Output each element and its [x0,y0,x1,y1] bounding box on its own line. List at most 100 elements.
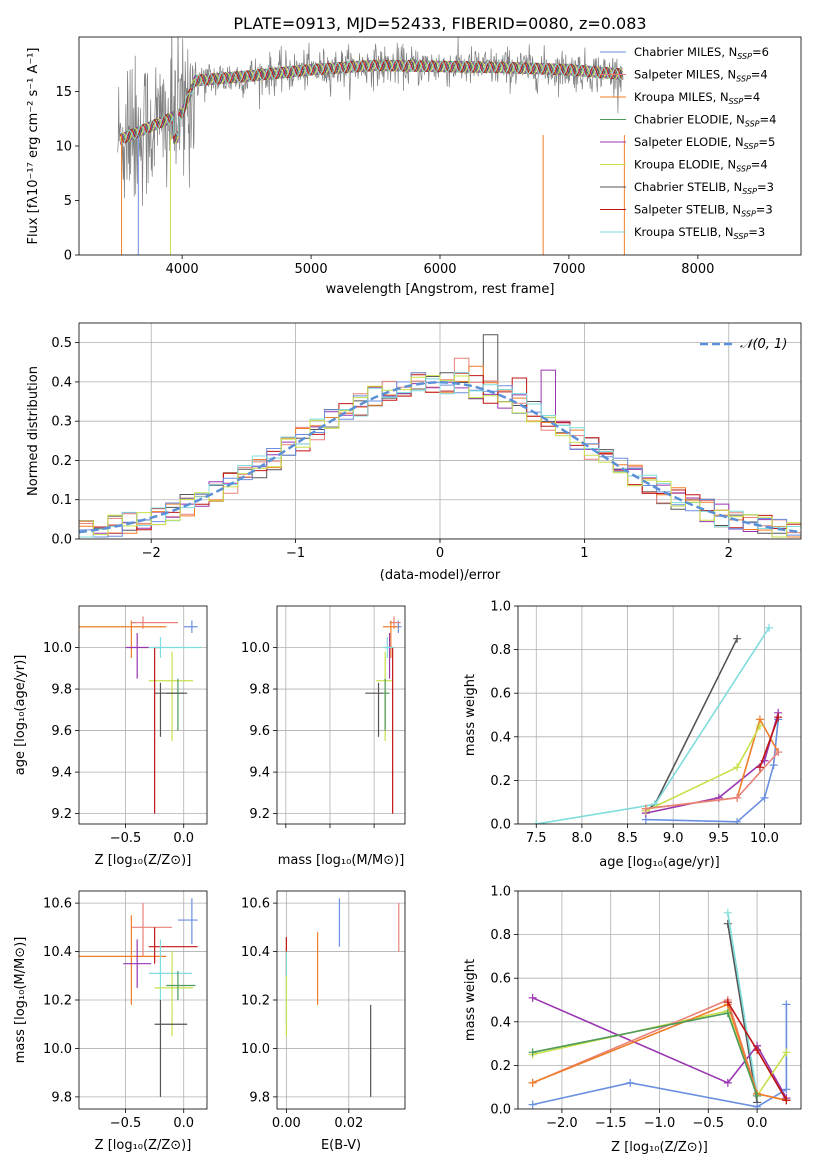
age_vs_z-frame [78,605,208,825]
spectrum-y-tick-label: 15 [55,85,72,100]
mass_weight_vs_z-y-label: mass weight [463,959,478,1041]
mass_vs_z-y-tick-label: 9.8 [51,1090,72,1105]
mass_vs_z-x-tick-label: −0.5 [110,1116,142,1131]
spectrum-x-tick-label: 6000 [423,262,456,277]
weight-marker-salpeter_miles [733,793,742,802]
model-spectrum-kroupa_stelib [119,59,623,145]
residuals-y-tick-label: 0.3 [51,415,72,430]
age_vs_z-x-tick-label: 0.0 [173,831,194,846]
spectrum-y-label: Flux [fλ10⁻¹⁷ erg cm⁻² s⁻¹ A⁻¹] [26,48,41,245]
weight-line-chabrier_stelib [727,923,758,1103]
residuals-x-tick-label: −2 [142,546,161,561]
mass_vs_ebv-y-tick-label: 10.2 [241,994,270,1009]
mass_weight_vs_z-x-tick-label: −1.5 [595,1116,627,1131]
histogram-kroupa_stelib [79,371,801,538]
legend-normal-label: 𝒩(0, 1) [740,337,787,352]
mass_vs_z-plot-area [79,891,207,1109]
mass_vs_ebv-x-label: E(B-V) [321,1138,361,1153]
weight-marker-chabrier_miles [733,817,742,824]
age_vs_mass-y-tick-label: 9.2 [249,807,270,822]
mass_vs_ebv-panel: 0.00 0.02 9.8 10.0 10.2 10.4 10.6 E(B-V) [241,890,406,1153]
spectrum-panel: 4000 5000 6000 7000 8000 0 5 10 15 wavelength [An… [26,36,802,297]
weight-marker-chabrier_miles [769,761,778,770]
residuals-x-tick-label: 2 [725,546,733,561]
mass_vs_z-x-tick-label: 0.0 [173,1116,194,1131]
age_vs_mass-y-tick-label: 10.0 [241,641,270,656]
spectrum-x-tick-label: 7000 [552,262,585,277]
spectrum-x-tick-label: 4000 [166,262,199,277]
residuals-x-tick-label: 1 [580,546,588,561]
mass_weight_vs_age-x-tick-label: 7.5 [526,831,547,846]
normal-curve [79,381,801,534]
weight-marker-salpeter_stelib [774,713,783,722]
mass_weight_vs_age-frame [517,605,802,825]
weight-marker-chabrier_elodie [528,1048,537,1057]
mass_weight_vs_age-x-tick-label: 9.5 [708,831,729,846]
mass_weight_vs_z-x-tick-label: 0.0 [747,1116,768,1131]
age_vs_z-x-tick-label: −0.5 [110,831,142,846]
residuals-x-tick-label: −1 [286,546,305,561]
mass_vs_z-y-tick-label: 10.0 [43,1042,72,1057]
weight-marker-kroupa_elodie [755,721,764,730]
mass_vs_ebv-frame [276,890,406,1110]
spectrum-y-tick-label: 0 [64,249,72,264]
weight-marker-kroupa_stelib [532,820,541,824]
legend-label-chabrier_stelib: Chabrier STELIB, NSSP=3 [634,180,774,196]
mass_vs_ebv-plot-area [277,891,405,1109]
weight-marker-salpeter_stelib [755,763,764,772]
mass_weight_vs_age-y-tick-label: 0.4 [490,730,511,745]
legend-label-kroupa_miles: Kroupa MILES, NSSP=4 [634,90,760,106]
residuals-x-tick-label: 0 [436,546,444,561]
weight-marker-chabrier_miles [626,1078,635,1087]
mass_vs_z-y-tick-label: 10.6 [43,897,72,912]
age_vs_mass-x-label: mass [log₁₀(M/M⊙)] [278,853,405,868]
age_vs_mass-panel: 9.2 9.4 9.6 9.8 10.0 mass [log₁₀(M/M⊙)] [241,605,406,868]
weight-marker-chabrier_stelib [723,919,732,928]
age_vs_mass-y-tick-label: 9.4 [249,766,270,781]
mass_weight_vs_age-y-tick-label: 0.6 [490,687,511,702]
residuals-y-tick-label: 0.2 [51,454,72,469]
mass_weight_vs_age-x-tick-label: 9.0 [663,831,684,846]
weight-marker-salpeter_stelib [753,1046,762,1055]
age_vs_z-x-label: Z [log₁₀(Z/Z⊙)] [95,853,192,868]
mass_vs_z-frame [78,890,208,1110]
mass_weight_vs_age-y-tick-label: 0.0 [490,818,511,833]
legend-label-chabrier_miles: Chabrier MILES, NSSP=6 [634,45,769,61]
model-spectrum-salpeter_stelib [119,59,623,144]
mass_vs_z-y-tick-label: 10.4 [43,945,72,960]
weight-marker-salpeter_elodie [528,993,537,1002]
weight-line-kroupa_miles [532,1003,787,1102]
mass_weight_vs_z-y-tick-label: 0.2 [490,1059,511,1074]
legend-label-salpeter_elodie: Salpeter ELODIE, NSSP=5 [634,135,775,151]
weight-marker-chabrier_elodie [723,1009,732,1018]
weight-marker-chabrier_miles [528,1100,537,1109]
weight-marker-chabrier_stelib [733,634,742,643]
mass_weight_vs_age-panel: 7.5 8.0 8.5 9.0 9.5 10.0 0.0 0.2 0.4 0.6 0.8 1.0 age… [463,600,802,870]
age_vs_mass-y-tick-label: 9.8 [249,683,270,698]
weight-marker-salpeter_miles [641,804,650,813]
mass_vs_ebv-x-tick-label: 0.00 [272,1116,301,1131]
mass_vs_ebv-y-tick-label: 10.4 [241,945,270,960]
weight-marker-salpeter_stelib [782,1096,791,1105]
mass_weight_vs_z-y-tick-label: 0.6 [490,972,511,987]
weight-line-salpeter_elodie [532,997,788,1099]
mass_weight_vs_age-y-tick-label: 0.8 [490,643,511,658]
spectrum-title: PLATE=0913, MJD=52433, FIBERID=0080, z=0… [233,14,646,33]
weight-marker-kroupa_elodie [733,763,742,772]
spectrum-y-tick-label: 5 [64,194,72,209]
mass_weight_vs_z-y-tick-label: 0.0 [490,1103,511,1118]
age_vs_z-panel: −0.5 0.0 9.2 9.4 9.6 9.8 10.0 Z [log₁₀(Z/Z⊙)] ag… [13,605,208,868]
residuals-y-tick-label: 0.0 [51,533,72,548]
legend-label-salpeter_miles: Salpeter MILES, NSSP=4 [634,68,768,84]
weight-marker-chabrier_miles [782,1000,791,1009]
mass_vs_z-panel: −0.5 0.0 9.8 10.0 10.2 10.4 10.6 Z [log₁₀(Z/Z⊙)… [13,890,208,1153]
mass_vs_ebv-x-tick-label: 0.02 [334,1116,363,1131]
histogram-kroupa_elodie [79,375,801,538]
mass_weight_vs_age-x-tick-label: 8.5 [617,831,638,846]
mass_weight_vs_age-x-tick-label: 10.0 [750,831,779,846]
spectrum-plot-area [117,37,625,255]
mass_vs_z-y-label: mass [log₁₀(M/M⊙)] [13,937,28,1064]
mass_weight_vs_z-x-tick-label: −0.5 [693,1116,725,1131]
